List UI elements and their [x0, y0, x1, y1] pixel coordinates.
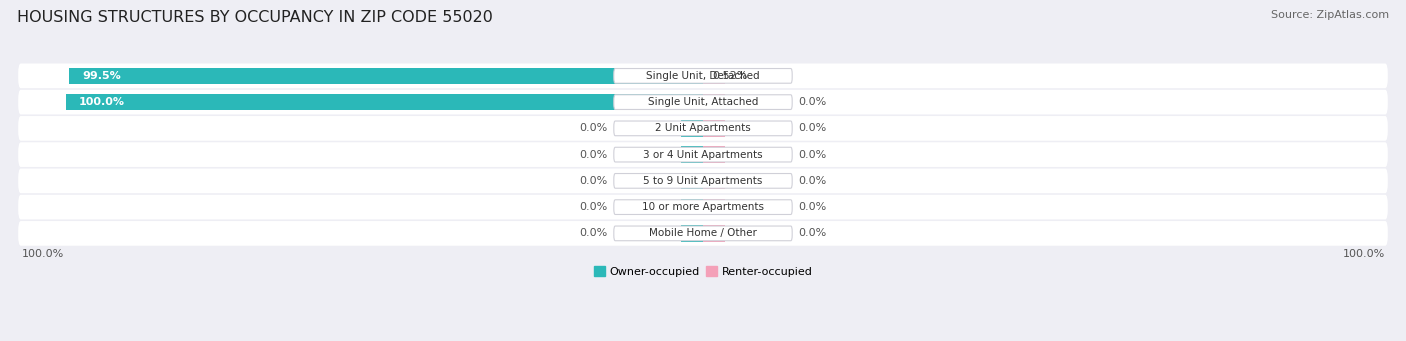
- Bar: [681, 173, 703, 189]
- Text: 0.0%: 0.0%: [579, 176, 607, 186]
- Text: 0.52%: 0.52%: [713, 71, 748, 81]
- Text: 0.0%: 0.0%: [799, 150, 827, 160]
- Bar: [703, 147, 725, 163]
- Text: 100.0%: 100.0%: [21, 249, 63, 259]
- Bar: [681, 225, 703, 241]
- Bar: [66, 94, 703, 110]
- FancyBboxPatch shape: [614, 147, 792, 162]
- Text: 0.0%: 0.0%: [579, 202, 607, 212]
- Bar: [703, 199, 725, 215]
- Text: Single Unit, Detached: Single Unit, Detached: [647, 71, 759, 81]
- FancyBboxPatch shape: [18, 168, 1388, 193]
- FancyBboxPatch shape: [18, 63, 1388, 88]
- Text: 0.0%: 0.0%: [579, 150, 607, 160]
- Text: 99.5%: 99.5%: [82, 71, 121, 81]
- Text: 3 or 4 Unit Apartments: 3 or 4 Unit Apartments: [643, 150, 763, 160]
- FancyBboxPatch shape: [614, 69, 792, 83]
- Text: Mobile Home / Other: Mobile Home / Other: [650, 228, 756, 238]
- Bar: [681, 199, 703, 215]
- Text: 0.0%: 0.0%: [799, 228, 827, 238]
- FancyBboxPatch shape: [18, 90, 1388, 115]
- Bar: [703, 68, 725, 84]
- Text: 0.0%: 0.0%: [799, 123, 827, 133]
- Text: 0.0%: 0.0%: [799, 176, 827, 186]
- Bar: [681, 147, 703, 163]
- FancyBboxPatch shape: [18, 195, 1388, 220]
- Text: 2 Unit Apartments: 2 Unit Apartments: [655, 123, 751, 133]
- Legend: Owner-occupied, Renter-occupied: Owner-occupied, Renter-occupied: [589, 262, 817, 281]
- Text: 10 or more Apartments: 10 or more Apartments: [643, 202, 763, 212]
- FancyBboxPatch shape: [614, 121, 792, 136]
- Text: 5 to 9 Unit Apartments: 5 to 9 Unit Apartments: [644, 176, 762, 186]
- Text: Source: ZipAtlas.com: Source: ZipAtlas.com: [1271, 10, 1389, 20]
- FancyBboxPatch shape: [614, 174, 792, 188]
- FancyBboxPatch shape: [18, 142, 1388, 167]
- Text: 0.0%: 0.0%: [799, 97, 827, 107]
- Text: 0.0%: 0.0%: [579, 123, 607, 133]
- FancyBboxPatch shape: [18, 116, 1388, 141]
- Bar: [703, 94, 725, 110]
- Bar: [703, 225, 725, 241]
- Text: 100.0%: 100.0%: [79, 97, 125, 107]
- FancyBboxPatch shape: [614, 226, 792, 241]
- Bar: [681, 120, 703, 136]
- Text: 100.0%: 100.0%: [1343, 249, 1385, 259]
- FancyBboxPatch shape: [614, 200, 792, 214]
- Bar: [69, 68, 703, 84]
- Text: 0.0%: 0.0%: [579, 228, 607, 238]
- Text: Single Unit, Attached: Single Unit, Attached: [648, 97, 758, 107]
- Bar: [703, 120, 725, 136]
- Text: 0.0%: 0.0%: [799, 202, 827, 212]
- Bar: [703, 173, 725, 189]
- Text: HOUSING STRUCTURES BY OCCUPANCY IN ZIP CODE 55020: HOUSING STRUCTURES BY OCCUPANCY IN ZIP C…: [17, 10, 492, 25]
- FancyBboxPatch shape: [18, 221, 1388, 246]
- FancyBboxPatch shape: [614, 95, 792, 109]
